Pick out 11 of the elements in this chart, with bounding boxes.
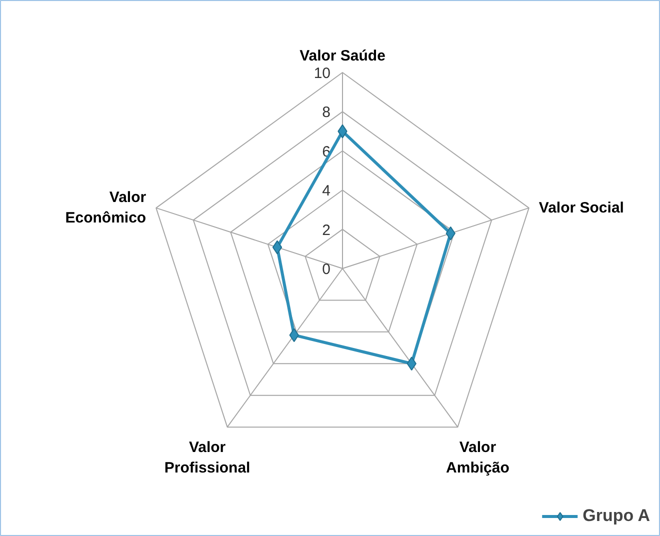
y-tick-label: 10 [314,65,331,82]
legend-label: Grupo A [582,506,650,526]
spoke-label: Valor Social [538,199,624,216]
spoke-label: Valor Saúde [300,48,386,64]
y-tick-label: 2 [322,222,330,239]
y-tick-label: 0 [322,261,330,278]
y-tick-label: 8 [322,104,330,122]
spoke-label: Valor Ambição [446,439,510,476]
spoke-label: Valor Profissional [164,439,250,476]
spoke-label: Valor Econômico [65,189,146,227]
y-tick-label: 4 [322,182,330,200]
